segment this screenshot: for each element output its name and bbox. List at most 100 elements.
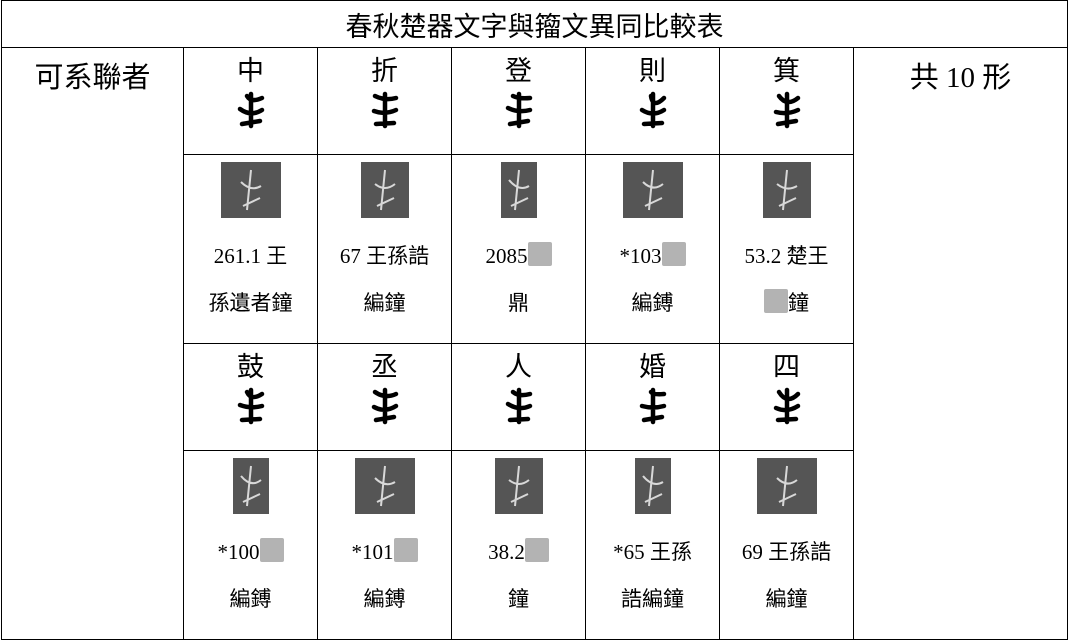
character: 登 bbox=[505, 56, 532, 86]
caption-line: 編鎛 bbox=[184, 576, 317, 623]
character: 則 bbox=[639, 56, 666, 86]
rubbing-cell bbox=[451, 450, 586, 525]
caption-line: 鐘 bbox=[720, 280, 853, 327]
character-cell: 登 bbox=[451, 47, 586, 155]
caption-line: 67 王孫誥 bbox=[318, 233, 451, 280]
seal-glyph bbox=[639, 387, 666, 425]
caption-line: 編鎛 bbox=[586, 280, 719, 327]
caption-text: 編鎛 bbox=[229, 587, 272, 611]
caption-text: *100 bbox=[217, 540, 260, 564]
caption-text: 編鐘 bbox=[765, 587, 808, 611]
character-row: 鼓丞人婚四 bbox=[2, 343, 1068, 451]
inline-glyph-image bbox=[661, 242, 686, 266]
rubbing-row bbox=[2, 154, 1068, 229]
caption-line: 38.2 bbox=[452, 529, 585, 576]
rubbing-image bbox=[622, 161, 683, 218]
inline-glyph-image bbox=[259, 538, 284, 562]
rubbing-cell bbox=[585, 154, 720, 229]
character: 箕 bbox=[773, 56, 800, 86]
character-cell: 鼓 bbox=[183, 343, 318, 451]
caption-cell: 53.2 楚王鐘 bbox=[719, 229, 854, 344]
inline-glyph-image bbox=[527, 242, 552, 266]
caption-text: *65 王孫 bbox=[613, 540, 692, 564]
rubbing-image bbox=[762, 161, 811, 218]
caption-line: 編鐘 bbox=[318, 280, 451, 327]
caption-line: 261.1 王 bbox=[184, 233, 317, 280]
character: 丞 bbox=[371, 352, 398, 382]
total-count: 共 10 形 bbox=[852, 47, 1068, 640]
caption-cell: 67 王孫誥編鐘 bbox=[317, 229, 452, 344]
character-cell: 折 bbox=[317, 47, 452, 155]
caption-text: 261.1 王 bbox=[213, 244, 288, 268]
caption-line: 2085 bbox=[452, 233, 585, 280]
caption-line: *101 bbox=[318, 529, 451, 576]
character: 折 bbox=[371, 56, 398, 86]
rubbing-image bbox=[634, 457, 671, 514]
row-label: 可系聯者 bbox=[1, 47, 184, 640]
caption-text: 2085 bbox=[485, 244, 528, 268]
rubbing-cell bbox=[317, 450, 452, 525]
caption-line: 53.2 楚王 bbox=[720, 233, 853, 280]
rubbing-cell bbox=[451, 154, 586, 229]
caption-cell: 2085 鼎 bbox=[451, 229, 586, 344]
character-cell: 則 bbox=[585, 47, 720, 155]
character: 人 bbox=[505, 352, 532, 382]
rubbing-image bbox=[360, 161, 409, 218]
caption-line: 孫遺者鐘 bbox=[184, 280, 317, 327]
seal-glyph bbox=[773, 387, 800, 425]
caption-text: 鐘 bbox=[788, 291, 809, 315]
seal-glyph bbox=[237, 387, 264, 425]
character: 鼓 bbox=[237, 352, 264, 382]
caption-line: 69 王孫誥 bbox=[720, 529, 853, 576]
seal-glyph bbox=[237, 91, 264, 129]
rubbing-cell bbox=[317, 154, 452, 229]
character-cell: 婚 bbox=[585, 343, 720, 451]
seal-glyph bbox=[371, 91, 398, 129]
character-cell: 丞 bbox=[317, 343, 452, 451]
caption-line: 編鐘 bbox=[720, 576, 853, 623]
inline-glyph-image bbox=[764, 289, 788, 313]
caption-text: 編鎛 bbox=[631, 291, 674, 315]
character-cell: 箕 bbox=[719, 47, 854, 155]
rubbing-cell bbox=[719, 450, 854, 525]
caption-cell: *65 王孫 誥編鐘 bbox=[585, 525, 720, 640]
rubbing-image bbox=[220, 161, 281, 218]
character-row: 可系聯者 中 折 登 則 箕 共 10 形 bbox=[1, 47, 1068, 640]
caption-line: *103 bbox=[586, 233, 719, 280]
rubbing-image bbox=[500, 161, 537, 218]
inline-glyph-image bbox=[524, 538, 549, 562]
caption-line: *100 bbox=[184, 529, 317, 576]
caption-line: 編鎛 bbox=[318, 576, 451, 623]
seal-glyph bbox=[773, 91, 800, 129]
character-cell: 人 bbox=[451, 343, 586, 451]
character-cell: 中 bbox=[183, 47, 318, 155]
rubbing-cell bbox=[183, 450, 318, 525]
character: 婚 bbox=[639, 352, 666, 382]
caption-text: *101 bbox=[351, 540, 394, 564]
caption-text: 誥編鐘 bbox=[621, 587, 684, 611]
rubbing-cell bbox=[183, 154, 318, 229]
rubbing-image bbox=[756, 457, 817, 514]
seal-glyph bbox=[639, 91, 666, 129]
caption-line: 鼎 bbox=[452, 280, 585, 327]
rubbing-image bbox=[354, 457, 415, 514]
inline-glyph-image bbox=[393, 538, 418, 562]
rubbing-row bbox=[2, 450, 1068, 525]
caption-line: *65 王孫 bbox=[586, 529, 719, 576]
caption-text: *103 bbox=[619, 244, 662, 268]
rubbing-image bbox=[232, 457, 269, 514]
caption-text: 69 王孫誥 bbox=[741, 540, 832, 564]
seal-glyph bbox=[505, 91, 532, 129]
seal-glyph bbox=[371, 387, 398, 425]
caption-text: 孫遺者鐘 bbox=[208, 291, 293, 315]
caption-cell: 69 王孫誥 編鐘 bbox=[719, 525, 854, 640]
character-cell: 四 bbox=[719, 343, 854, 451]
caption-cell: *100 編鎛 bbox=[183, 525, 318, 640]
caption-cell: *103 編鎛 bbox=[585, 229, 720, 344]
character: 中 bbox=[237, 56, 264, 86]
caption-text: 編鎛 bbox=[363, 587, 406, 611]
caption-row: 261.1 王孫遺者鐘 67 王孫誥編鐘 2085 鼎 *103 編鎛 53.2 楚王鐘 bbox=[2, 229, 1068, 344]
caption-text: 67 王孫誥 bbox=[339, 244, 430, 268]
caption-cell: 38.2 鐘 bbox=[451, 525, 586, 640]
